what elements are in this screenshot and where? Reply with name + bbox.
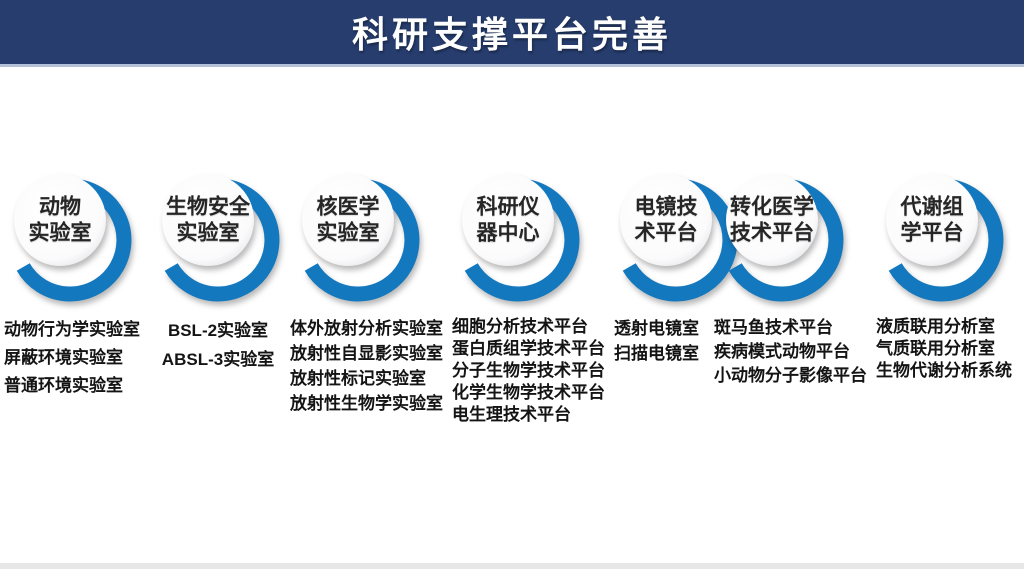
bubble-circle — [886, 174, 978, 266]
bubble-label-line: 术平台 — [634, 221, 698, 244]
swoosh-circle-icon — [302, 174, 420, 302]
bubble-label-line: 代谢组 — [900, 195, 964, 219]
swoosh-arc — [622, 178, 738, 302]
list-item: 液质联用分析室 — [876, 317, 995, 336]
bubble-circle — [620, 174, 712, 266]
item-list: 动物行为学实验室 屏蔽环境实验室 普通环境实验室 — [0, 316, 148, 400]
swoosh-arc — [728, 178, 844, 302]
bubble-label-line: 电镜技 — [634, 195, 698, 219]
list-item: BSL-2实验室 — [167, 321, 269, 340]
list-item: 扫描电镜室 — [614, 344, 699, 363]
bubble-label-line: 核医学 — [316, 195, 380, 219]
list-item: 细胞分析技术平台 — [452, 317, 588, 336]
swoosh-circle-icon — [14, 174, 132, 302]
bubble-circle — [726, 174, 818, 266]
column-biosafety-lab: 生物安全 实验室 BSL-2实验室 ABSL-3实验室 — [148, 162, 288, 426]
list-item: 化学生物学技术平台 — [452, 383, 605, 402]
list-item: 斑马鱼技术平台 — [714, 318, 833, 337]
bubble-label-line: 器中心 — [476, 221, 540, 244]
bubble-label: 转化医学 技术平台 — [730, 194, 814, 245]
bubble-label: 代谢组 学平台 — [901, 194, 964, 245]
list-item: 疾病模式动物平台 — [714, 342, 850, 361]
swoosh-arc — [16, 178, 132, 302]
bubble-circle — [462, 174, 554, 266]
column-metabolomics: 代谢组 学平台 液质联用分析室 气质联用分析室 生物代谢分析系统 — [872, 162, 1024, 426]
list-item: 生物代谢分析系统 — [876, 361, 1012, 380]
column-nuclear-medicine-lab: 核医学 实验室 体外放射分析实验室 放射性自显影实验室 放射性标记实验室 放射性… — [288, 162, 448, 426]
bubble-label-line: 学平台 — [900, 221, 964, 244]
bubble-label: 生物安全 实验室 — [166, 194, 250, 245]
list-item: 分子生物学技术平台 — [452, 361, 605, 380]
bubble-label: 科研仪 器中心 — [477, 194, 540, 245]
list-item: 蛋白质组学技术平台 — [452, 339, 605, 358]
page-title: 科研支撑平台完善 — [351, 14, 672, 55]
column-animal-lab: 动物 实验室 动物行为学实验室 屏蔽环境实验室 普通环境实验室 — [0, 162, 148, 426]
bubble-label-line: 实验室 — [28, 221, 92, 244]
item-list: 斑马鱼技术平台 疾病模式动物平台 小动物分子影像平台 — [712, 316, 872, 388]
column-electron-microscopy: 电镜技 术平台 透射电镜室 扫描电镜室 — [606, 162, 738, 426]
bubble-nuclear-medicine-lab: 核医学 实验室 — [284, 162, 434, 312]
swoosh-circle-icon — [886, 174, 1004, 302]
bubble-electron-microscopy: 电镜技 术平台 — [602, 162, 752, 312]
bubble-circle — [302, 174, 394, 266]
bubble-biosafety-lab: 生物安全 实验室 — [144, 162, 294, 312]
bubble-label: 核医学 实验室 — [317, 194, 380, 245]
swoosh-arc — [464, 178, 580, 302]
list-item: 放射性自显影实验室 — [290, 344, 443, 363]
bubble-label-line: 科研仪 — [476, 195, 540, 219]
list-item: 动物行为学实验室 — [4, 320, 140, 339]
swoosh-arc — [304, 178, 420, 302]
list-item: 气质联用分析室 — [876, 339, 995, 358]
bottom-strip — [0, 563, 1024, 569]
bubble-label-line: 实验室 — [176, 221, 240, 244]
bubble-label-line: 生物安全 — [166, 195, 250, 219]
bubble-label: 电镜技 术平台 — [635, 194, 698, 245]
item-list: 透射电镜室 扫描电镜室 — [606, 316, 712, 366]
list-item: ABSL-3实验室 — [161, 350, 275, 369]
list-item: 体外放射分析实验室 — [290, 319, 443, 338]
swoosh-circle-icon — [726, 174, 844, 302]
item-list: BSL-2实验室 ABSL-3实验室 — [148, 316, 288, 374]
bubble-label-line: 技术平台 — [730, 221, 814, 244]
column-translational-medicine: 转化医学 技术平台 斑马鱼技术平台 疾病模式动物平台 小动物分子影像平台 — [712, 162, 872, 426]
swoosh-arc — [888, 178, 1004, 302]
column-instrument-center: 科研仪 器中心 细胞分析技术平台 蛋白质组学技术平台 分子生物学技术平台 化学生… — [448, 162, 606, 426]
list-item: 屏蔽环境实验室 — [4, 348, 123, 367]
swoosh-circle-icon — [462, 174, 580, 302]
item-list: 液质联用分析室 气质联用分析室 生物代谢分析系统 — [872, 316, 1024, 382]
item-list: 体外放射分析实验室 放射性自显影实验室 放射性标记实验室 放射性生物学实验室 — [288, 316, 448, 416]
bubble-label-line: 实验室 — [316, 221, 380, 244]
swoosh-circle-icon — [620, 174, 738, 302]
banner-separator — [0, 64, 1024, 67]
swoosh-arc — [164, 178, 280, 302]
bubble-metabolomics: 代谢组 学平台 — [868, 162, 1018, 312]
list-item: 小动物分子影像平台 — [714, 366, 867, 385]
title-banner: 科研支撑平台完善 — [0, 0, 1024, 64]
bubble-instrument-center: 科研仪 器中心 — [444, 162, 594, 312]
swoosh-circle-icon — [162, 174, 280, 302]
list-item: 电生理技术平台 — [452, 405, 571, 424]
list-item: 透射电镜室 — [614, 319, 699, 338]
item-list: 细胞分析技术平台 蛋白质组学技术平台 分子生物学技术平台 化学生物学技术平台 电… — [448, 316, 606, 426]
list-item: 放射性标记实验室 — [290, 369, 426, 388]
bubble-translational-medicine: 转化医学 技术平台 — [708, 162, 858, 312]
bubble-label-line: 转化医学 — [730, 195, 814, 219]
bubble-label-line: 动物 — [39, 195, 81, 219]
platform-columns: 动物 实验室 动物行为学实验室 屏蔽环境实验室 普通环境实验室 生物安全 实验室… — [0, 162, 1024, 426]
bubble-animal-lab: 动物 实验室 — [0, 162, 146, 312]
bubble-circle — [162, 174, 254, 266]
bubble-label: 动物 实验室 — [29, 194, 92, 245]
list-item: 普通环境实验室 — [4, 376, 123, 395]
bubble-circle — [14, 174, 106, 266]
list-item: 放射性生物学实验室 — [290, 394, 443, 413]
